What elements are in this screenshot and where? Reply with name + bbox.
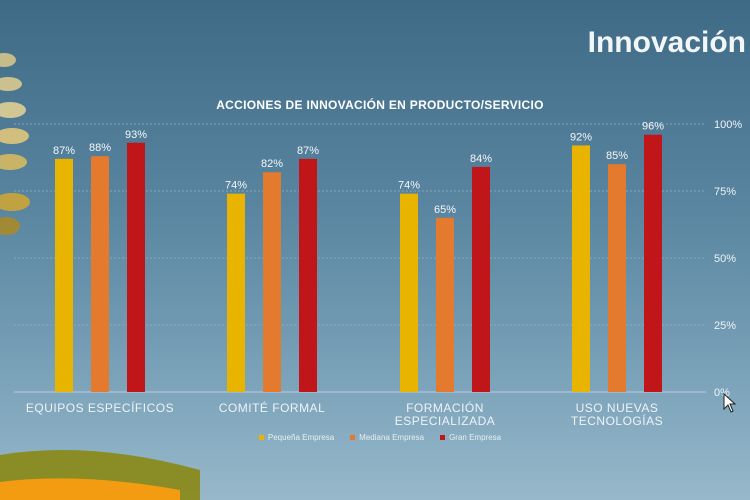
- bar: [91, 156, 109, 392]
- bar: [644, 134, 662, 392]
- legend-label: Mediana Empresa: [359, 433, 425, 442]
- mouse-pointer-icon: [723, 393, 737, 413]
- x-tick-label: ESPECIALIZADA: [395, 414, 496, 428]
- legend-label: Gran Empresa: [449, 433, 502, 442]
- bar: [400, 193, 418, 392]
- y-tick-label: 75%: [714, 186, 736, 198]
- legend-swatch: [440, 435, 446, 440]
- y-tick-label: 25%: [714, 320, 736, 332]
- data-label: 74%: [225, 180, 247, 192]
- data-label: 84%: [470, 153, 492, 165]
- data-label: 65%: [434, 204, 456, 216]
- data-label: 85%: [606, 150, 628, 162]
- data-label: 88%: [89, 142, 111, 154]
- legend-swatch: [350, 435, 356, 440]
- chart-title: ACCIONES DE INNOVACIÓN EN PRODUCTO/SERVI…: [216, 98, 544, 112]
- bar: [227, 193, 245, 392]
- data-label: 74%: [398, 180, 420, 192]
- bar: [608, 164, 626, 392]
- data-label: 93%: [125, 129, 147, 141]
- legend-swatch: [258, 435, 264, 440]
- y-tick-label: 50%: [714, 253, 736, 265]
- bar: [436, 217, 454, 392]
- data-label: 92%: [570, 131, 592, 143]
- bar: [572, 145, 590, 392]
- bar: [263, 172, 281, 392]
- x-tick-label: FORMACIÓN: [406, 400, 484, 415]
- bar: [127, 142, 145, 392]
- x-tick-label: EQUIPOS ESPECÍFICOS: [26, 400, 174, 415]
- x-tick-label: TECNOLOGÍAS: [571, 413, 663, 428]
- data-label: 87%: [53, 145, 75, 157]
- data-label: 82%: [261, 158, 283, 170]
- data-label: 96%: [642, 121, 664, 133]
- data-label: 87%: [297, 145, 319, 157]
- x-tick-label: USO NUEVAS: [576, 401, 659, 415]
- bar: [472, 166, 490, 392]
- x-tick-label: COMITÉ FORMAL: [219, 400, 326, 415]
- y-tick-label: 100%: [714, 119, 742, 131]
- legend-label: Pequeña Empresa: [267, 433, 335, 442]
- legend-item: Gran Empresa: [440, 433, 501, 442]
- chart-legend: Pequeña Empresa Mediana Empresa Gran Empre…: [0, 433, 750, 442]
- bar: [55, 158, 73, 392]
- legend-item: Mediana Empresa: [350, 433, 424, 442]
- bar: [299, 158, 317, 392]
- legend-item: Pequeña Empresa: [258, 433, 335, 442]
- slide-title: Innovación: [587, 26, 746, 59]
